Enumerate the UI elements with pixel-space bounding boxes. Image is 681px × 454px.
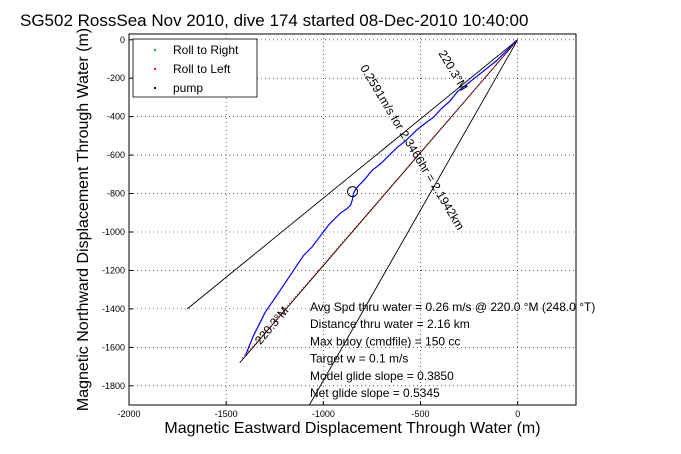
- x-tick-label: -2000: [117, 409, 140, 419]
- chart-legend: Roll to Right Roll to Left pump: [132, 38, 258, 98]
- dive-statistics: Avg Spd thru water = 0.26 m/s @ 220.0 °M…: [310, 300, 595, 400]
- chart-markers: [347, 186, 358, 198]
- y-tick-label: -800: [107, 189, 125, 199]
- stat-line: Target w = 0.1 m/s: [310, 352, 408, 366]
- reference-line: [239, 39, 519, 364]
- legend-entry: Roll to Right: [173, 43, 239, 57]
- reference-line: [308, 39, 519, 405]
- x-axis-ticks: -2000 -1500 -1000 -500 0: [117, 401, 520, 419]
- series-line: [245, 39, 519, 356]
- y-tick-label: -400: [107, 112, 125, 122]
- y-tick-label: -1800: [102, 381, 125, 391]
- legend-swatch: [153, 86, 157, 90]
- stat-line: Net glide slope = 0.5345: [310, 386, 440, 400]
- y-tick-label: -600: [107, 150, 125, 160]
- stat-line: Model glide slope = 0.3850: [310, 369, 454, 383]
- reference-lines: [187, 39, 519, 405]
- legend-entry: pump: [173, 81, 203, 95]
- y-tick-label: -1200: [102, 265, 125, 275]
- legend-box: [132, 38, 258, 98]
- y-tick-label: -1600: [102, 342, 125, 352]
- y-tick-label: -1400: [102, 304, 125, 314]
- series-dotted-line: [241, 39, 519, 360]
- legend-swatch: [153, 67, 157, 71]
- stat-line: Avg Spd thru water = 0.26 m/s @ 220.0 °M…: [310, 300, 595, 314]
- x-axis-label: Magnetic Eastward Displacement Through W…: [164, 420, 540, 437]
- x-tick-label: -1000: [312, 409, 335, 419]
- y-tick-label: -1000: [102, 227, 125, 237]
- grid-lines: [128, 34, 576, 405]
- x-tick-label: -500: [412, 409, 430, 419]
- y-tick-label: -200: [107, 73, 125, 83]
- legend-entry: Roll to Left: [173, 62, 231, 76]
- x-tick-label: 0: [515, 409, 520, 419]
- data-series: [241, 39, 519, 360]
- reference-line: [187, 39, 518, 310]
- legend-swatch: [153, 48, 157, 52]
- x-tick-label: -1500: [215, 409, 238, 419]
- stat-line: Distance thru water = 2.16 km: [310, 317, 470, 331]
- y-axis-ticks: 0 -200 -400 -600 -800 -1000 -1200 -1400 -1600 -18…: [102, 35, 133, 391]
- stat-line: Max buoy (cmdfile) = 150 cc: [310, 334, 460, 348]
- chart-title: SG502 RossSea Nov 2010, dive 174 started…: [20, 11, 528, 30]
- y-tick-label: 0: [120, 35, 125, 45]
- y-axis-label: Magnetic Northward Displacement Through …: [75, 28, 92, 411]
- circle-marker: [347, 186, 358, 198]
